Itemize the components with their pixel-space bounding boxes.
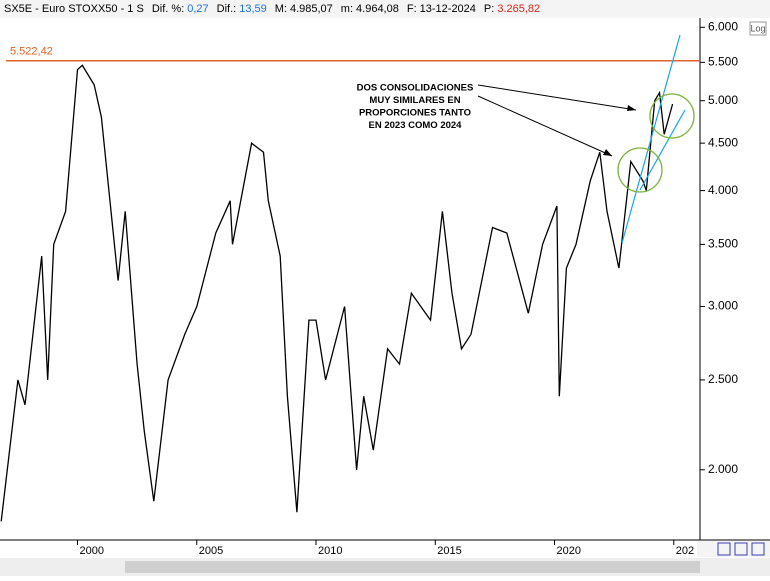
x-tick-label: 202 — [676, 545, 694, 557]
x-tick-label: 2005 — [199, 545, 223, 557]
header-value: 4.964,08 — [356, 3, 399, 15]
header-label: P: — [484, 3, 494, 15]
header-label: F: — [407, 3, 417, 15]
trend-line — [621, 34, 681, 244]
circle-2024 — [649, 93, 695, 139]
header: SX5E - Euro STOXX50 - 1 S Dif. %: 0,27 Dif.… — [4, 3, 540, 15]
x-tick-label: 2010 — [318, 545, 342, 557]
log-label[interactable]: Log — [750, 23, 765, 33]
header-label: M: — [275, 3, 287, 15]
tool-button[interactable] — [734, 542, 748, 556]
instrument: SX5E - Euro STOXX50 - 1 S — [4, 3, 144, 15]
x-tick-label: 2000 — [80, 545, 104, 557]
y-tick-label: 3.500 — [708, 237, 738, 251]
header-value: 13-12-2024 — [420, 3, 476, 15]
annotation-shapes — [477, 34, 695, 244]
y-tick-label: 3.000 — [708, 299, 738, 313]
header-bar — [0, 0, 770, 18]
x-tick-label: 2020 — [557, 545, 581, 557]
header-value: 0,27 — [187, 3, 208, 15]
y-tick-label: 5.500 — [708, 55, 738, 69]
annotation-text: DOS CONSOLIDACIONES — [357, 83, 474, 94]
annotation-text: PROPORCIONES TANTO — [359, 108, 471, 119]
tool-button[interactable] — [751, 542, 765, 556]
price-line — [0, 64, 674, 522]
y-tick-label: 5.000 — [708, 93, 738, 107]
tool-button[interactable] — [717, 542, 731, 556]
annotation-text: EN 2023 COMO 2024 — [369, 120, 463, 131]
y-tick-label: 2.500 — [708, 372, 738, 386]
header-label: Dif.: — [217, 3, 237, 15]
log-button[interactable] — [749, 21, 767, 36]
annotation-text: MUY SIMILARES EN — [369, 95, 460, 106]
arrow — [477, 84, 637, 111]
header-label: Dif. %: — [152, 3, 184, 15]
y-tick-label: 6.000 — [708, 19, 738, 33]
header-value: 13,59 — [239, 3, 267, 15]
y-tick-label: 4.500 — [708, 135, 738, 149]
arrow — [477, 95, 613, 157]
y-tick-label: 2.000 — [708, 462, 738, 476]
arrow-head — [603, 149, 612, 156]
header-label: m: — [341, 3, 353, 15]
header-value: 3.265,82 — [497, 3, 540, 15]
arrow-head — [627, 105, 636, 111]
x-tick-label: 2015 — [437, 545, 461, 557]
trend-line — [639, 109, 686, 191]
header-value: 4.985,07 — [290, 3, 333, 15]
scroll-thumb[interactable] — [125, 561, 700, 573]
level-label: 5.522,42 — [10, 46, 53, 58]
y-tick-label: 4.000 — [708, 183, 738, 197]
circle-2023 — [617, 147, 663, 193]
